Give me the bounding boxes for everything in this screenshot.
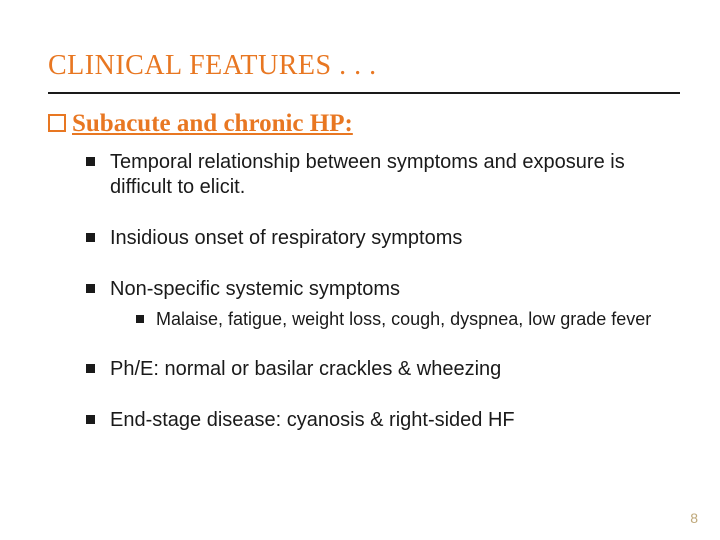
square-outline-icon: [48, 114, 66, 132]
horizontal-rule: [48, 92, 680, 94]
list-item: End-stage disease: cyanosis & right-side…: [86, 408, 680, 433]
list-item: Temporal relationship between symptoms a…: [86, 150, 680, 200]
sub-list-item: Malaise, fatigue, weight loss, cough, dy…: [136, 308, 680, 331]
list-item-text: Insidious onset of respiratory symptoms: [110, 227, 462, 249]
section-heading-text: Subacute and chronic HP:: [72, 110, 353, 138]
section-heading: Subacute and chronic HP:: [48, 110, 680, 138]
slide: CLINICAL FEATURES . . . Subacute and chr…: [0, 0, 720, 540]
list-item-text: Ph/E: normal or basilar crackles & wheez…: [110, 358, 501, 380]
sub-list-item-text: Malaise, fatigue, weight loss, cough, dy…: [156, 309, 651, 329]
bullet-list: Temporal relationship between symptoms a…: [48, 150, 680, 433]
list-item: Ph/E: normal or basilar crackles & wheez…: [86, 357, 680, 382]
list-item: Non-specific systemic symptoms Malaise, …: [86, 277, 680, 331]
list-item-text: Temporal relationship between symptoms a…: [110, 151, 625, 198]
slide-title: CLINICAL FEATURES . . .: [48, 50, 680, 82]
page-number: 8: [690, 510, 698, 526]
list-item-text: Non-specific systemic symptoms: [110, 278, 400, 300]
list-item: Insidious onset of respiratory symptoms: [86, 226, 680, 251]
list-item-text: End-stage disease: cyanosis & right-side…: [110, 409, 515, 431]
sub-bullet-list: Malaise, fatigue, weight loss, cough, dy…: [110, 308, 680, 331]
